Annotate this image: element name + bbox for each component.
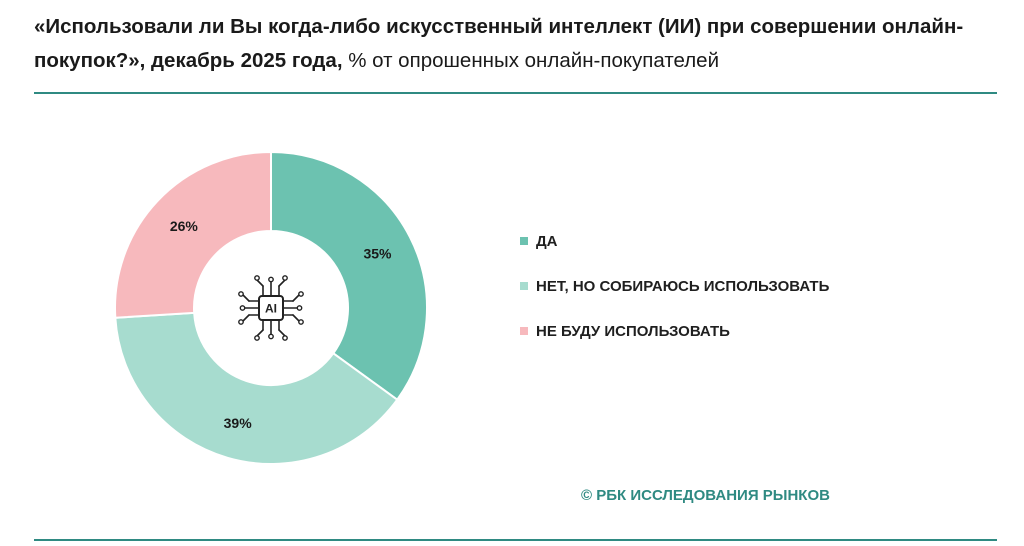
legend-swatch — [520, 327, 528, 335]
chart-title-question: «Использовали ли Вы когда-либо искусстве… — [34, 15, 964, 72]
legend-swatch — [520, 237, 528, 245]
bottom-divider — [34, 539, 997, 541]
legend-item-will-not-use: НЕ БУДУ ИСПОЛЬЗОВАТЬ — [520, 320, 829, 342]
top-divider — [34, 92, 997, 94]
donut-slice-yes — [270, 150, 428, 402]
legend-item-yes: ДА — [520, 230, 829, 252]
ai-chip-icon: AI — [238, 275, 304, 341]
donut-data-label: 35% — [363, 246, 392, 262]
donut-slice-will-not-use — [114, 150, 272, 319]
chart-legend: ДА НЕТ, НО СОБИРАЮСЬ ИСПОЛЬЗОВАТЬ НЕ БУД… — [520, 230, 829, 365]
source-credit: © РБК ИССЛЕДОВАНИЯ РЫНКОВ — [581, 487, 830, 504]
chart-title-unit: % от опрошенных онлайн-покупателей — [342, 49, 720, 72]
donut-slice-plan-to-use — [114, 311, 399, 465]
ai-chip-label: AI — [265, 302, 277, 316]
legend-item-plan-to-use: НЕТ, НО СОБИРАЮСЬ ИСПОЛЬЗОВАТЬ — [520, 275, 829, 297]
legend-label: НЕ БУДУ ИСПОЛЬЗОВАТЬ — [536, 322, 730, 340]
legend-label: ДА — [536, 232, 558, 250]
donut-data-label: 39% — [224, 415, 253, 431]
chart-title: «Использовали ли Вы когда-либо искусстве… — [34, 10, 1004, 78]
legend-swatch — [520, 282, 528, 290]
donut-data-label: 26% — [170, 218, 199, 234]
donut-slices — [114, 150, 428, 465]
donut-data-labels: 35% 39% 26% — [170, 218, 392, 431]
legend-label: НЕТ, НО СОБИРАЮСЬ ИСПОЛЬЗОВАТЬ — [536, 277, 830, 295]
